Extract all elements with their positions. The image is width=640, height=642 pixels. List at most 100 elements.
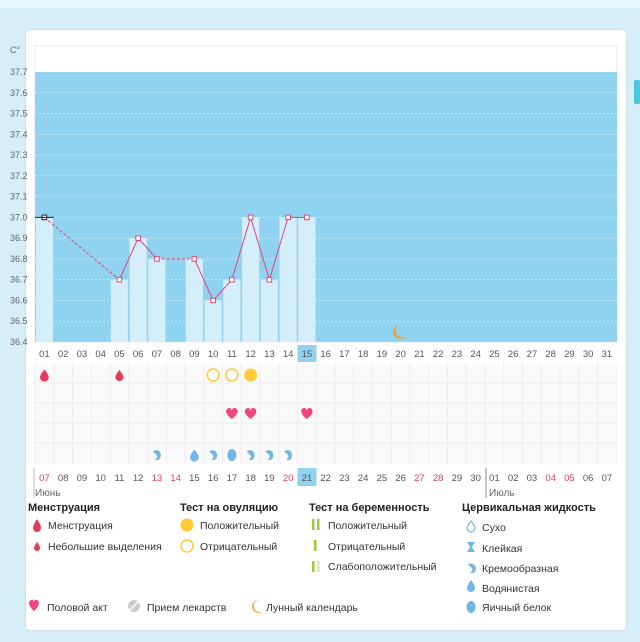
day-tick-label: 05 (114, 349, 125, 360)
temperature-bar (185, 258, 203, 342)
day-tick-label: 13 (264, 349, 275, 360)
temperature-point (229, 276, 235, 283)
temperature-line (44, 216, 307, 301)
cycle-day-label: 08 (58, 473, 69, 484)
y-tick-label: 37.0 (10, 212, 28, 222)
ovulation-positive-mark (244, 368, 258, 382)
legend-ovulation-positive: Положительный (200, 520, 279, 532)
temperature-segment (212, 279, 233, 301)
cervical-creamy-mark (284, 450, 293, 461)
cycle-day-label: 16 (208, 473, 219, 484)
y-tick-label: 36.4 (10, 337, 28, 347)
light-discharge-mark (115, 370, 124, 381)
day-tick-label: 01 (39, 349, 50, 360)
cycle-day-label: 15 (189, 473, 200, 484)
day-tick-label: 18 (358, 349, 369, 360)
y-tick-label: 36.9 (10, 233, 28, 243)
cycle-day-label: 18 (245, 473, 256, 484)
legend-pregnancy-weak: Слабоположительный (328, 561, 437, 573)
ovulation-positive-icon (180, 518, 194, 532)
temperature-segment (268, 217, 289, 280)
cycle-day-label: 25 (377, 473, 388, 484)
y-tick-label: 36.7 (10, 275, 28, 285)
day-tick-label: 23 (452, 349, 463, 360)
temperature-bar (223, 279, 241, 342)
legend-pregnancy-positive: Положительный (328, 520, 407, 532)
day-tick-label: 31 (602, 349, 613, 360)
legend-pregnancy-title: Тест на беременность (309, 502, 430, 514)
legend-pregnancy-negative: Отрицательный (328, 541, 405, 553)
day-tick-label: 14 (283, 349, 294, 360)
day-tick-label: 12 (245, 349, 256, 360)
y-tick-label: 36.5 (10, 316, 28, 326)
day-tick-label: 26 (508, 349, 519, 360)
day-tick-label: 17 (339, 349, 350, 360)
y-tick-label: 37.5 (10, 109, 28, 119)
temperature-point (116, 276, 123, 283)
pregnancy-weak-icon (312, 561, 315, 572)
scroll-indicator[interactable] (634, 80, 640, 104)
ovulation-negative-icon (180, 539, 194, 553)
day-tick-label: 07 (152, 349, 163, 360)
temperature-point (191, 256, 198, 262)
moon-mark (392, 325, 406, 339)
legend-cervical-egg-white: Яичный белок (482, 602, 552, 614)
moon-icon (392, 325, 406, 339)
day-tick-label: 19 (377, 349, 388, 360)
day-tick-label: 24 (470, 349, 481, 360)
legend: Менструация Менструация Небольшие выделе… (28, 502, 596, 614)
y-tick-label: 36.8 (10, 254, 28, 264)
legend-medication: Прием лекарств (147, 602, 227, 614)
y-axis-ticks: 37.7 37.6 37.5 37.4 37.3 37.2 37.1 37.0 36.9 36.8… (10, 67, 28, 347)
cycle-day-label: 17 (227, 473, 238, 484)
day-tick-label: 04 (95, 349, 106, 360)
cervical-creamy-mark (265, 450, 274, 461)
temperature-bar (148, 258, 166, 342)
pregnancy-negative-icon (314, 540, 317, 551)
temperature-point (154, 256, 160, 262)
cycle-day-label: 03 (527, 473, 538, 484)
legend-ovulation-negative: Отрицательный (200, 541, 277, 553)
menstruation-drop-icon (33, 519, 41, 532)
day-tick-label: 08 (170, 349, 181, 360)
legend-cervical-watery: Водянистая (482, 583, 540, 595)
cycle-day-label: 01 (489, 473, 500, 484)
y-tick-label: 37.3 (10, 150, 28, 160)
y-tick-label: 36.6 (10, 295, 28, 305)
cycle-day-label: 07 (602, 473, 613, 484)
intercourse-mark (226, 407, 238, 419)
top-bar (0, 0, 640, 8)
heart-icon (29, 599, 39, 611)
cervical-watery-mark (189, 449, 199, 462)
intercourse-mark (301, 407, 313, 419)
temperature-point (247, 214, 254, 221)
cycle-day-label: 07 (39, 473, 50, 484)
temperature-point (304, 214, 310, 221)
day-tick-label: 11 (227, 349, 237, 360)
cycle-day-label: 06 (583, 473, 594, 484)
cycle-day-label: 30 (470, 473, 481, 484)
cycle-day-label: 05 (564, 473, 575, 484)
legend-menstruation-item: Менструация (48, 520, 113, 532)
symbol-grid-lines (34, 363, 617, 464)
temperature-segment (137, 237, 158, 260)
dry-icon (466, 520, 476, 533)
temperature-bar (110, 279, 128, 342)
day-tick-label: 09 (189, 349, 200, 360)
month-june: Июнь (35, 488, 60, 499)
day-tick-label: 22 (433, 349, 444, 360)
legend-light-discharge-item: Небольшие выделения (48, 541, 162, 553)
egg-white-icon (466, 601, 476, 613)
day-tick-label: 21 (414, 349, 425, 360)
creamy-icon (468, 563, 476, 574)
cycle-day-label: 09 (77, 473, 88, 484)
temperature-segment (193, 258, 214, 301)
y-tick-label: 37.4 (10, 129, 28, 139)
cycle-day-label: 23 (339, 473, 350, 484)
day-tick-label: 06 (133, 349, 144, 360)
month-july: Июль (489, 488, 515, 499)
cycle-day-label: 13 (152, 473, 163, 484)
cycle-day-label: 14 (170, 473, 181, 484)
temperature-bar (279, 217, 297, 342)
intercourse-mark (244, 407, 257, 419)
